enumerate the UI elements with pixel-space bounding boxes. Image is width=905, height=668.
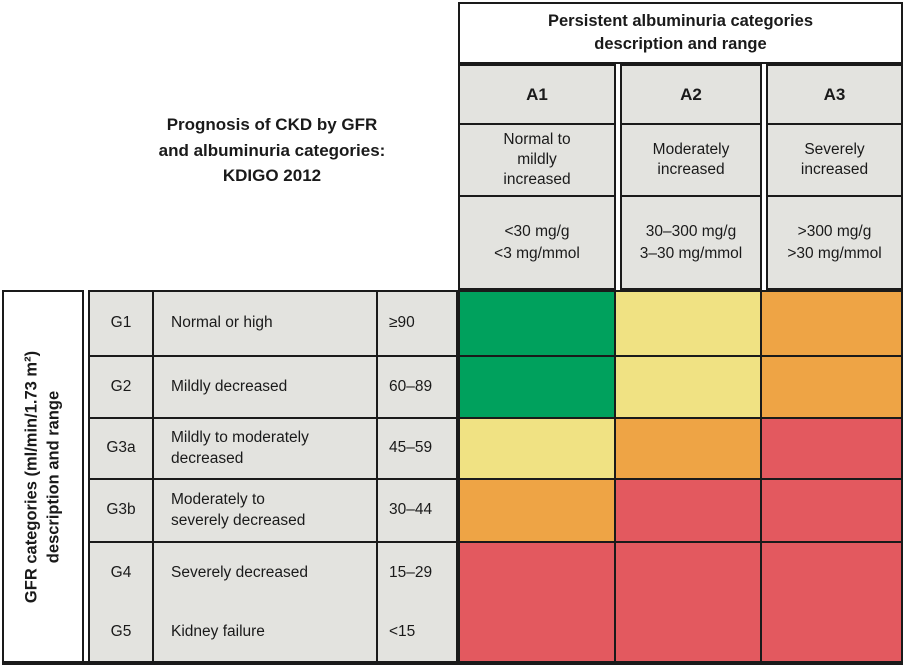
albuminuria-range-a2: 30–300 mg/g 3–30 mg/mmol	[639, 222, 743, 262]
albuminuria-desc-a2: Moderately increased	[622, 125, 760, 197]
albuminuria-column-a1: A1 Normal to mildly increased <30 mg/g <…	[458, 64, 616, 290]
bottom-border-line	[2, 661, 903, 665]
risk-cell-g3b-a2	[616, 480, 760, 541]
gfr-g5-range: <15	[389, 623, 416, 641]
risk-cell-g4-g5-a1	[460, 543, 614, 662]
gfr-g1-code: G1	[90, 292, 152, 355]
gfr-axis-label-box: GFR categories (ml/min/1.73 m²) descript…	[2, 290, 84, 664]
risk-cell-g2-a1	[460, 357, 614, 417]
albuminuria-code-a2: A2	[622, 66, 760, 125]
gfr-g5-code: G5	[110, 623, 132, 641]
gfr-g3b-code: G3b	[90, 480, 152, 541]
albuminuria-range-a1: <30 mg/g <3 mg/mmol	[494, 222, 580, 262]
gfr-g4-desc: Severely decreased	[171, 563, 308, 581]
risk-cell-g4-g5-a2	[616, 543, 760, 662]
gfr-categories-table: G1 Normal or high ≥90 G2 Mildly decrease…	[88, 290, 458, 664]
gfr-g4-g5-range-section: 15–29 <15	[378, 543, 456, 662]
gfr-g3a-code: G3a	[90, 419, 152, 478]
albuminuria-code-a1: A1	[460, 66, 614, 125]
figure-title: Prognosis of CKD by GFR and albuminuria …	[158, 115, 386, 185]
gfr-g4-g5-desc-section: Severely decreased Kidney failure	[154, 543, 376, 662]
albuminuria-code-a3: A3	[768, 66, 901, 125]
risk-cell-g3a-a1	[460, 419, 614, 478]
gfr-g1-range: ≥90	[378, 292, 456, 355]
risk-cell-g1-a2	[616, 292, 760, 355]
risk-cell-g3b-a1	[460, 480, 614, 541]
risk-cell-g1-a3	[762, 292, 901, 355]
gfr-g5-desc: Kidney failure	[171, 623, 265, 641]
risk-cell-g2-a3	[762, 357, 901, 417]
albuminuria-desc-a1: Normal to mildly increased	[460, 125, 614, 197]
gfr-g3b-desc: Moderately to severely decreased	[154, 480, 376, 541]
albuminuria-header-title: Persistent albuminuria categories descri…	[458, 2, 903, 64]
albuminuria-column-a3: A3 Severely increased >300 mg/g >30 mg/m…	[766, 64, 903, 290]
gfr-g4-code: G4	[110, 563, 132, 581]
gfr-g3a-desc: Mildly to moderately decreased	[154, 419, 376, 478]
gfr-g2-code: G2	[90, 357, 152, 417]
gfr-g2-range: 60–89	[378, 357, 456, 417]
risk-cell-g2-a2	[616, 357, 760, 417]
risk-cell-g1-a1	[460, 292, 614, 355]
risk-cell-g3a-a2	[616, 419, 760, 478]
gfr-g4-g5-code-section: G4 G5	[90, 543, 152, 662]
gfr-g3a-range: 45–59	[378, 419, 456, 478]
gfr-g3b-range: 30–44	[378, 480, 456, 541]
risk-cell-g4-g5-a3	[762, 543, 901, 662]
albuminuria-desc-a3: Severely increased	[768, 125, 901, 197]
risk-cell-g3b-a3	[762, 480, 901, 541]
gfr-g2-desc: Mildly decreased	[154, 357, 376, 417]
gfr-g1-desc: Normal or high	[154, 292, 376, 355]
risk-cell-g3a-a3	[762, 419, 901, 478]
albuminuria-column-a2: A2 Moderately increased 30–300 mg/g 3–30…	[620, 64, 762, 290]
albuminuria-range-a3: >300 mg/g >30 mg/mmol	[787, 222, 882, 262]
gfr-g4-range: 15–29	[389, 563, 433, 581]
gfr-axis-label: GFR categories (ml/min/1.73 m²) descript…	[22, 350, 63, 604]
risk-heatmap	[458, 290, 903, 664]
